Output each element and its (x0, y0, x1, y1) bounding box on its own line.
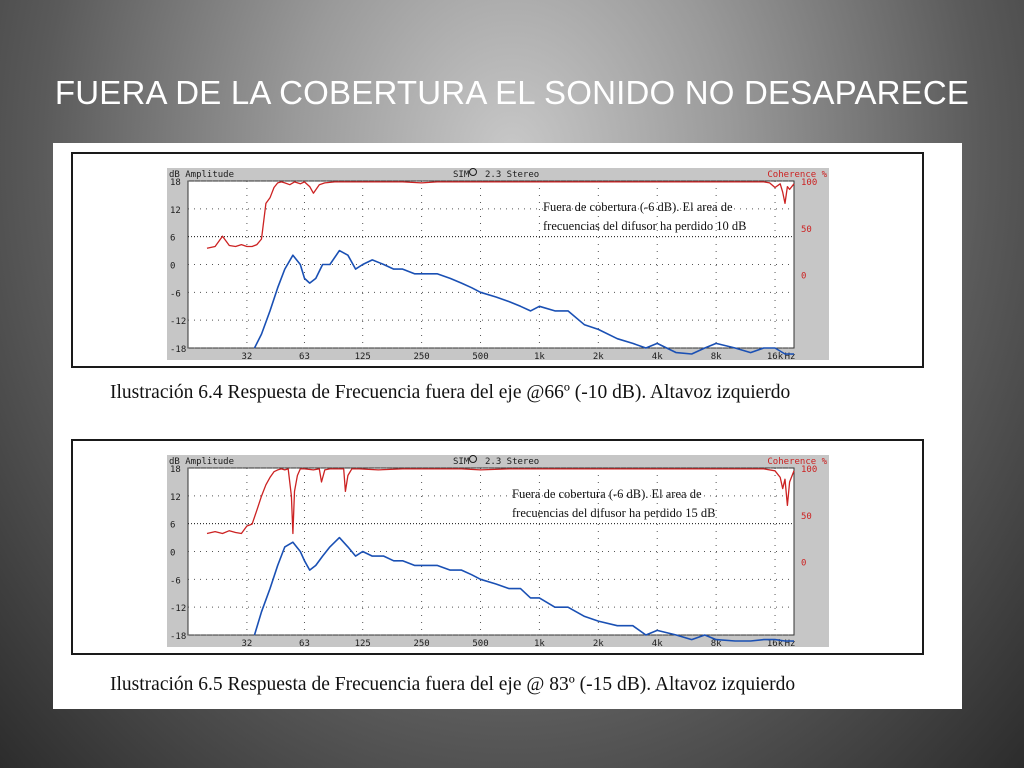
coherence-series-line (206, 468, 795, 535)
x-tick-label: 1k (534, 639, 545, 647)
y-tick-label: 0 (170, 549, 175, 559)
chart-header-left: dB Amplitude (169, 457, 234, 467)
x-tick-label: 125 (355, 352, 371, 360)
chart-header-version: 2.3 Stereo (485, 457, 539, 467)
annotation-line: frecuencias del difusor ha perdido 10 dB (543, 219, 746, 233)
x-tick-label: Hz (785, 639, 796, 647)
x-tick-label: 500 (472, 352, 488, 360)
x-tick-label: 500 (472, 639, 488, 647)
chart-header-left: dB Amplitude (169, 170, 234, 180)
coherence-tick-label: 50 (801, 225, 812, 235)
amplitude-series-line (253, 249, 794, 355)
y-tick-label: 12 (170, 493, 181, 503)
figure-frame-1: 18 12 6 0 -6 -12 -18 32 63 125 250 500 1k 2k 4k 8k 16k Hz… (71, 152, 924, 368)
plot-area-1: 18 12 6 0 -6 -12 -18 32 63 125 250 500 1k 2k 4k 8k 16k Hz… (167, 168, 829, 362)
x-tick-label: 63 (299, 352, 310, 360)
x-tick-label: 8k (711, 352, 722, 360)
x-tick-label: Hz (785, 352, 796, 360)
y-tick-label: 12 (170, 206, 181, 216)
coherence-tick-label: 50 (801, 512, 812, 522)
figure-caption-2: Ilustración 6.5 Respuesta de Frecuencia … (110, 674, 796, 695)
x-tick-label: 250 (413, 639, 429, 647)
x-tick-label: 63 (299, 639, 310, 647)
registered-mark-icon (469, 168, 477, 176)
registered-mark-icon (469, 455, 477, 463)
slide-title: FUERA DE LA COBERTURA EL SONIDO NO DESAP… (54, 74, 970, 111)
x-tick-label: 32 (241, 639, 252, 647)
x-tick-label: 4k (652, 352, 663, 360)
y-tick-label: 6 (170, 234, 175, 244)
y-tick-label: 6 (170, 521, 175, 531)
chart-header-version: 2.3 Stereo (485, 170, 539, 180)
figure-frame-2: 18 12 6 0 -6 -12 -18 32 63 125 250 500 1k 2k 4k 8k 16k Hz… (71, 439, 924, 655)
x-tick-label: 8k (711, 639, 722, 647)
y-tick-label: 0 (170, 262, 175, 272)
x-tick-label: 250 (413, 352, 429, 360)
figure-caption-1: Ilustración 6.4 Respuesta de Frecuencia … (110, 382, 791, 403)
chart-header-center: SIM (453, 457, 470, 467)
y-tick-label: 18 (170, 178, 181, 188)
coherence-tick-label: 0 (801, 272, 806, 282)
x-tick-label: 16k (767, 639, 784, 647)
x-tick-label: 125 (355, 639, 371, 647)
y-tick-label: -6 (170, 576, 181, 586)
amplitude-series-line (253, 536, 794, 642)
x-tick-label: 2k (593, 639, 604, 647)
annotation-line: Fuera de cobertura (-6 dB). El area de (512, 487, 702, 501)
y-tick-label: 18 (170, 465, 181, 475)
x-tick-label: 32 (241, 352, 252, 360)
x-tick-label: 4k (652, 639, 663, 647)
y-tick-label: -18 (170, 345, 186, 355)
x-tick-label: 16k (767, 352, 784, 360)
figure-sheet: 18 12 6 0 -6 -12 -18 32 63 125 250 500 1k 2k 4k 8k 16k Hz… (53, 143, 962, 709)
y-tick-label: -12 (170, 317, 186, 327)
annotation-line: Fuera de cobertura (-6 dB). El area de (543, 200, 733, 214)
y-tick-label: -12 (170, 604, 186, 614)
y-tick-label: -18 (170, 632, 186, 642)
chart-header-center: SIM (453, 170, 470, 180)
coherence-series-line (206, 181, 795, 249)
annotation-line: frecuencias del difusor ha perdido 15 dB (512, 506, 715, 520)
coherence-tick-label: 0 (801, 559, 806, 569)
x-tick-label: 1k (534, 352, 545, 360)
y-tick-label: -6 (170, 289, 181, 299)
coherence-tick-label: 100 (801, 178, 817, 188)
chart-header-right: Coherence % (767, 457, 827, 467)
plot-area-2: 18 12 6 0 -6 -12 -18 32 63 125 250 500 1k 2k 4k 8k 16k Hz… (167, 455, 829, 649)
chart-header-right: Coherence % (767, 170, 827, 180)
x-tick-label: 2k (593, 352, 604, 360)
coherence-tick-label: 100 (801, 465, 817, 475)
